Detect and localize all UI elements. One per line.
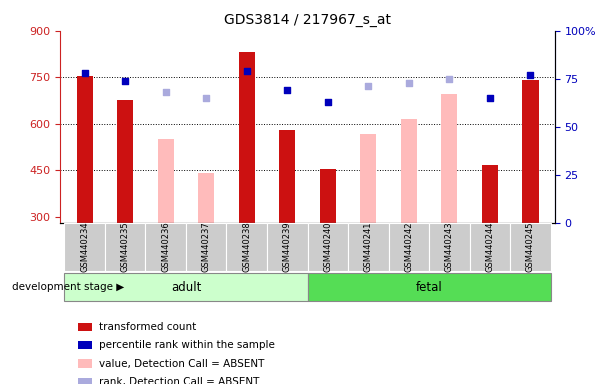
Text: GSM440238: GSM440238: [242, 221, 251, 272]
Bar: [441, 94, 458, 223]
Text: GSM440245: GSM440245: [526, 222, 535, 272]
Text: GSM440235: GSM440235: [121, 222, 130, 272]
Bar: [279, 130, 295, 223]
Bar: [510, 223, 551, 271]
Text: rank, Detection Call = ABSENT: rank, Detection Call = ABSENT: [99, 377, 260, 384]
Bar: [65, 223, 105, 271]
Point: [282, 87, 292, 93]
Bar: [65, 273, 308, 301]
Point: [364, 83, 373, 89]
Bar: [239, 52, 255, 223]
Bar: [157, 139, 174, 223]
Bar: [388, 223, 429, 271]
Text: transformed count: transformed count: [99, 322, 197, 332]
Text: value, Detection Call = ABSENT: value, Detection Call = ABSENT: [99, 359, 265, 369]
Point: [121, 78, 130, 84]
Bar: [227, 223, 267, 271]
Bar: [429, 223, 470, 271]
Bar: [320, 169, 336, 223]
Point: [444, 76, 454, 82]
Text: GSM440240: GSM440240: [323, 222, 332, 272]
Text: GSM440244: GSM440244: [485, 222, 494, 272]
Text: adult: adult: [171, 281, 201, 293]
Bar: [470, 223, 510, 271]
Text: GSM440236: GSM440236: [161, 221, 170, 272]
Bar: [348, 223, 388, 271]
Text: GSM440237: GSM440237: [202, 221, 210, 272]
Text: fetal: fetal: [415, 281, 443, 293]
Bar: [308, 273, 551, 301]
Point: [323, 99, 333, 105]
Bar: [401, 119, 417, 223]
Bar: [267, 223, 308, 271]
Point: [526, 72, 535, 78]
Bar: [145, 223, 186, 271]
Bar: [198, 173, 214, 223]
Text: GSM440241: GSM440241: [364, 222, 373, 272]
Point: [201, 95, 211, 101]
Bar: [77, 76, 93, 223]
Title: GDS3814 / 217967_s_at: GDS3814 / 217967_s_at: [224, 13, 391, 27]
Bar: [117, 100, 133, 223]
Text: GSM440239: GSM440239: [283, 222, 292, 272]
Bar: [186, 223, 227, 271]
Bar: [522, 80, 538, 223]
Point: [161, 89, 171, 95]
Point: [80, 70, 89, 76]
Bar: [360, 134, 376, 223]
Point: [485, 95, 494, 101]
Text: development stage ▶: development stage ▶: [12, 282, 124, 292]
Point: [404, 79, 414, 86]
Text: GSM440243: GSM440243: [445, 222, 454, 272]
Bar: [105, 223, 145, 271]
Text: percentile rank within the sample: percentile rank within the sample: [99, 340, 276, 350]
Bar: [308, 223, 348, 271]
Text: GSM440234: GSM440234: [80, 222, 89, 272]
Point: [242, 68, 251, 74]
Text: GSM440242: GSM440242: [405, 222, 413, 272]
Bar: [482, 166, 498, 223]
